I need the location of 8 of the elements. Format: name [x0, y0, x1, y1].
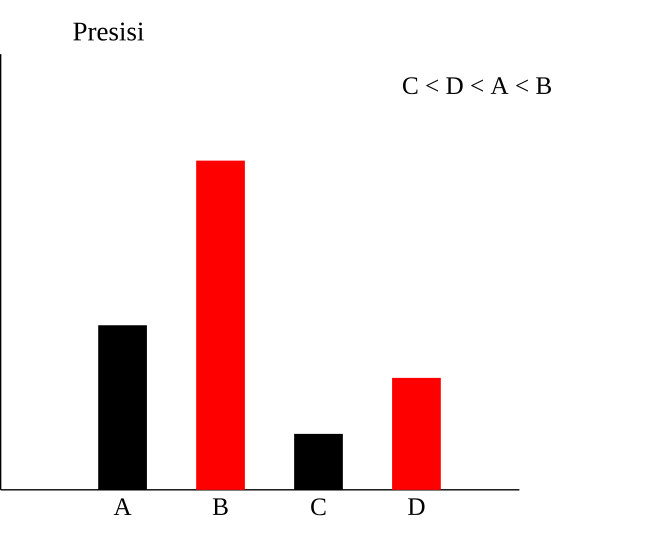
x-tick-label: B	[212, 498, 228, 515]
x-tick-label: D	[408, 498, 425, 515]
y-axis-title: Presisi	[73, 22, 144, 41]
bar	[196, 160, 245, 490]
x-tick-label: A	[114, 498, 132, 515]
text: C < D < A < B	[403, 77, 551, 94]
x-tick-label: C	[311, 498, 326, 516]
bar	[392, 378, 441, 490]
